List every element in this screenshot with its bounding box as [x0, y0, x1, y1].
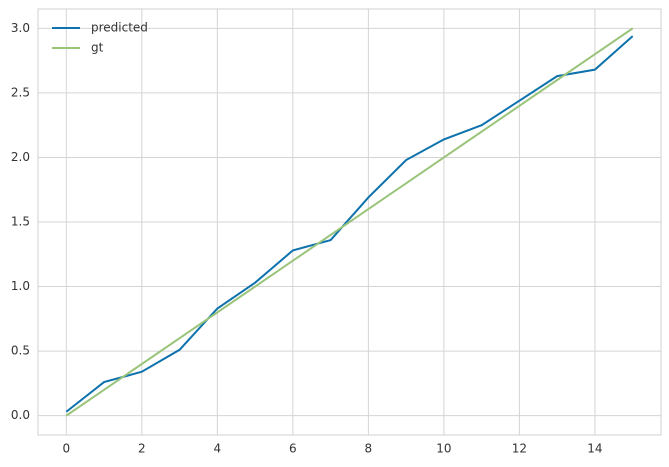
x-tick-label: 10: [436, 442, 451, 456]
y-tick-label: 2.5: [11, 85, 30, 99]
x-tick-label: 14: [587, 442, 602, 456]
y-tick-label: 3.0: [11, 21, 30, 35]
y-tick-label: 2.0: [11, 150, 30, 164]
x-tick-label: 6: [289, 442, 297, 456]
legend-label: gt: [91, 41, 104, 55]
series-line: [65, 27, 634, 417]
y-tick-label: 0.5: [11, 344, 30, 358]
plot-frame: [37, 8, 662, 436]
y-tick-label: 1.0: [11, 279, 30, 293]
y-tick-label: 1.5: [11, 215, 30, 229]
series-line: [65, 35, 634, 413]
x-tick-label: 0: [62, 442, 70, 456]
y-tick-label: 0.0: [11, 408, 30, 422]
legend: predicted gt: [52, 21, 148, 55]
x-tick-label: 4: [214, 442, 222, 456]
x-tick-label: 2: [138, 442, 146, 456]
x-tick-label: 8: [365, 442, 373, 456]
x-tick-label: 12: [512, 442, 527, 456]
legend-label: predicted: [91, 21, 148, 35]
